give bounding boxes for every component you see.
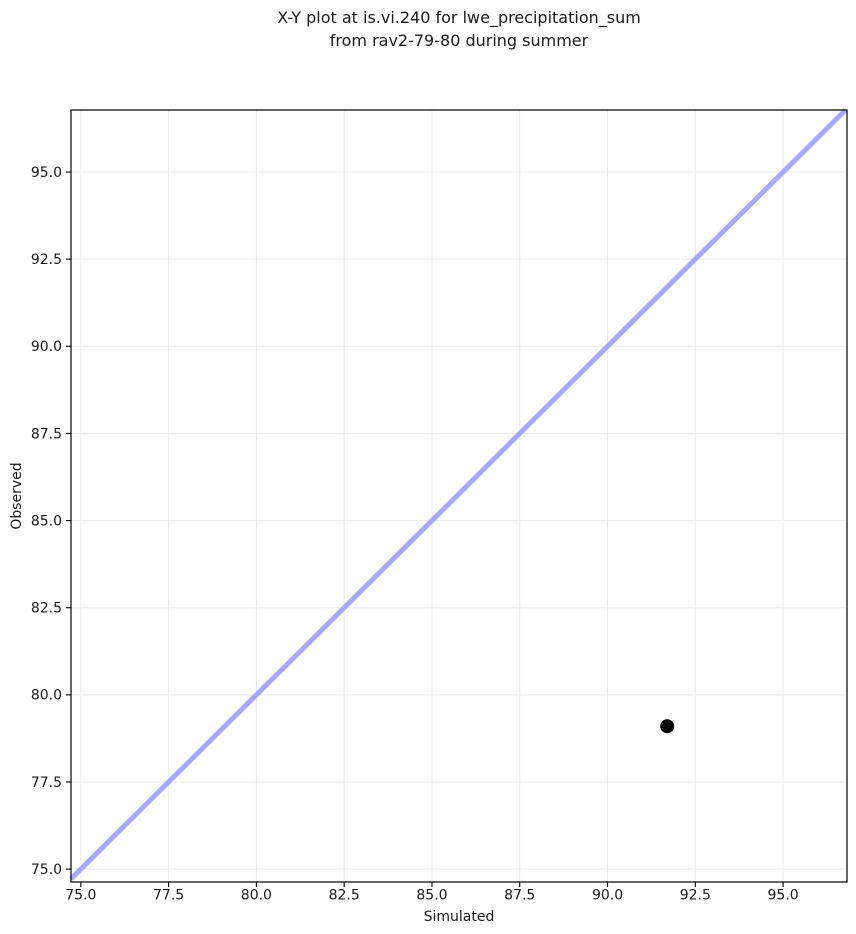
x-tick-label: 90.0 [592,888,623,904]
identity-line [69,108,848,881]
x-tick-label: 82.5 [329,888,360,904]
x-axis-label: Simulated [424,909,495,925]
y-tick-label: 82.5 [31,601,62,617]
gridlines [71,110,847,882]
x-tick-label: 80.0 [241,888,272,904]
plot-border [70,109,848,883]
y-tick-label: 87.5 [31,426,62,442]
axis-ticks: 75.0 77.5 80.0 82.5 85.0 87.5 90.0 92.5 95.0 75.0… [31,165,799,904]
chart-title-line-2: from rav2-79-80 during summer [329,31,589,50]
x-tick-label: 95.0 [768,888,799,904]
y-tick-label: 85.0 [31,513,62,529]
y-axis-label: Observed [9,462,25,529]
y-tick-label: 92.5 [31,252,62,268]
x-tick-label: 92.5 [680,888,711,904]
x-tick-label: 75.0 [65,888,96,904]
x-tick-label: 85.0 [416,888,447,904]
y-tick-label: 77.5 [31,775,62,791]
chart-title: X-Y plot at is.vi.240 for lwe_precipitat… [71,6,847,52]
y-tick-label: 90.0 [31,339,62,355]
y-tick-label: 95.0 [31,165,62,181]
plot-series [69,108,848,881]
chart-title-line-1: X-Y plot at is.vi.240 for lwe_precipitat… [277,8,641,27]
data-point [660,719,675,734]
x-tick-label: 77.5 [153,888,184,904]
y-tick-label: 75.0 [31,862,62,878]
x-tick-label: 87.5 [504,888,535,904]
y-tick-label: 80.0 [31,688,62,704]
